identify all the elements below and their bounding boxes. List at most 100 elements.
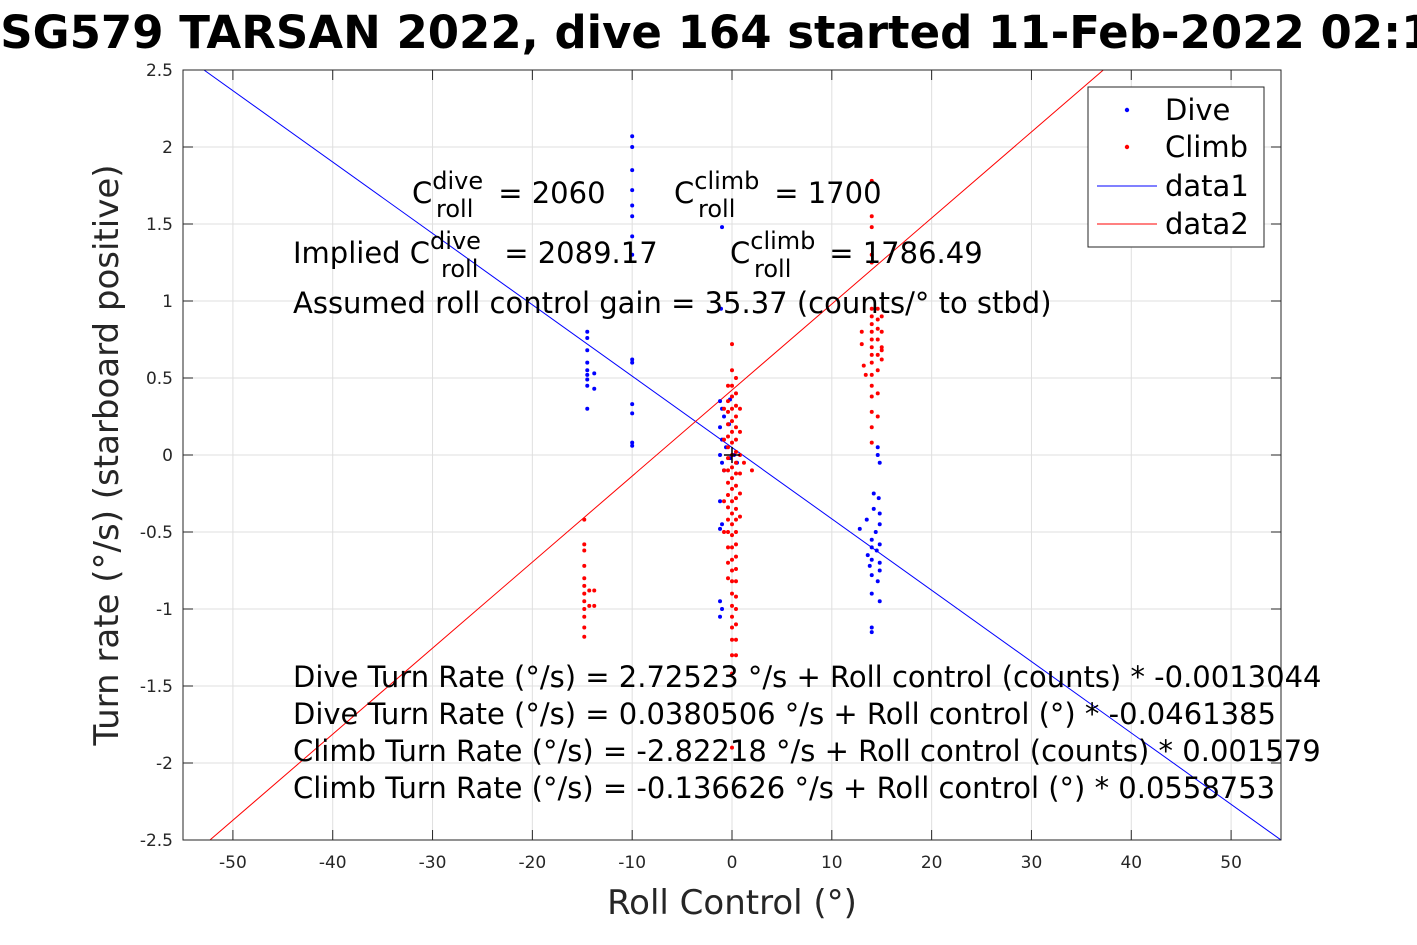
- dive-point: [585, 368, 590, 373]
- climb-point: [869, 214, 874, 219]
- dive-point: [718, 453, 723, 457]
- dive-point: [718, 614, 723, 619]
- x-tick-labels: -50 -40 -30 -20 -10 0 10 20 30 40 50: [219, 853, 1242, 873]
- ticks: [183, 69, 1281, 841]
- climb-point: [733, 471, 738, 476]
- dive-point: [718, 499, 723, 504]
- climb-point: [733, 425, 738, 430]
- y-tick-label: -1: [156, 600, 173, 620]
- climb-point: [582, 542, 587, 547]
- dive-point: [630, 357, 635, 362]
- y-tick-labels: 2.5 2 1.5 1 0.5 0 -0.5 -1 -1.5 -2 -2.5: [140, 61, 173, 851]
- dive-point: [718, 425, 723, 430]
- dive-point: [630, 252, 635, 257]
- dive-point: [874, 548, 879, 553]
- climb-point: [733, 607, 738, 611]
- dive-point: [869, 537, 874, 542]
- climb-point: [726, 383, 731, 388]
- y-tick-label: -2.5: [140, 831, 173, 851]
- climb-point: [730, 440, 734, 445]
- dive-point: [873, 530, 878, 534]
- climb-point: [863, 372, 868, 377]
- climb-point: [730, 522, 734, 527]
- climb-point: [733, 517, 738, 522]
- dive-point: [630, 203, 635, 208]
- dive-point: [869, 545, 874, 550]
- x-tick-label: -20: [518, 853, 546, 873]
- climb-point: [869, 252, 874, 257]
- climb-point: [875, 306, 880, 311]
- climb-point: [733, 622, 738, 627]
- data-points: [582, 134, 884, 750]
- fit-line-data1: [203, 70, 1281, 840]
- climb-point: [869, 409, 874, 414]
- climb-point: [730, 603, 734, 608]
- climb-point: [592, 588, 597, 593]
- climb-point: [730, 625, 734, 630]
- legend-data2-label: data2: [1165, 207, 1249, 241]
- fit-line-1: Dive Turn Rate (°/s) = 2.72523 °/s + Rol…: [293, 660, 1321, 694]
- y-tick-label: 0.5: [146, 369, 173, 389]
- climb-point: [730, 614, 734, 619]
- climb-point: [879, 314, 884, 319]
- climb-point: [861, 363, 866, 368]
- climb-point: [869, 352, 874, 357]
- climb-point: [879, 357, 884, 362]
- legend-climb-label: Climb: [1165, 130, 1248, 164]
- dive-point: [877, 568, 882, 573]
- dive-point: [875, 445, 880, 450]
- dive-point: [876, 496, 881, 501]
- dive-point: [864, 517, 869, 522]
- climb-point: [730, 511, 734, 516]
- climb-point: [875, 326, 880, 331]
- climb-point: [733, 449, 738, 454]
- legend: Dive Climb data1 data2: [1087, 86, 1265, 248]
- climb-point: [733, 554, 738, 559]
- x-tick-label: 20: [921, 853, 943, 873]
- climb-point: [875, 352, 880, 357]
- climb-point: [726, 505, 731, 510]
- climb-point: [730, 419, 734, 424]
- x-tick-label: 40: [1120, 853, 1142, 873]
- climb-point: [869, 394, 874, 399]
- climb-point: [582, 614, 587, 619]
- climb-point: [730, 671, 734, 676]
- fit-lines: [203, 70, 1281, 840]
- dive-point: [630, 360, 635, 365]
- climb-point: [859, 329, 864, 334]
- climb-point: [726, 480, 731, 485]
- climb-point: [733, 579, 738, 584]
- climb-point: [733, 460, 738, 465]
- climb-point: [730, 465, 734, 470]
- climb-point: [733, 391, 738, 396]
- dive-point: [585, 348, 590, 353]
- dive-point: [871, 506, 876, 511]
- dive-point: [630, 214, 635, 219]
- c-climb-label: Cclimb roll = 1700: [674, 167, 882, 223]
- climb-point: [722, 499, 727, 504]
- climb-point: [737, 514, 742, 519]
- climb-point: [587, 603, 592, 608]
- climb-point: [869, 440, 874, 445]
- climb-point: [730, 545, 734, 550]
- climb-point: [733, 437, 738, 442]
- dive-point: [630, 440, 635, 445]
- climb-point: [869, 306, 874, 311]
- climb-point: [730, 383, 734, 388]
- climb-point: [726, 409, 731, 414]
- dive-point: [585, 329, 590, 334]
- dive-point: [867, 563, 872, 568]
- climb-point: [582, 576, 587, 581]
- climb-point: [737, 406, 742, 411]
- x-tick-label: -40: [319, 853, 347, 873]
- climb-point: [730, 591, 734, 596]
- y-tick-label: -1.5: [140, 677, 173, 697]
- climb-point: [730, 653, 734, 658]
- climb-point: [730, 429, 734, 434]
- climb-point: [730, 637, 734, 642]
- climb-point: [730, 579, 734, 584]
- climb-point: [730, 394, 734, 399]
- climb-point: [726, 493, 731, 498]
- climb-point: [726, 434, 731, 439]
- climb-point: [587, 588, 592, 593]
